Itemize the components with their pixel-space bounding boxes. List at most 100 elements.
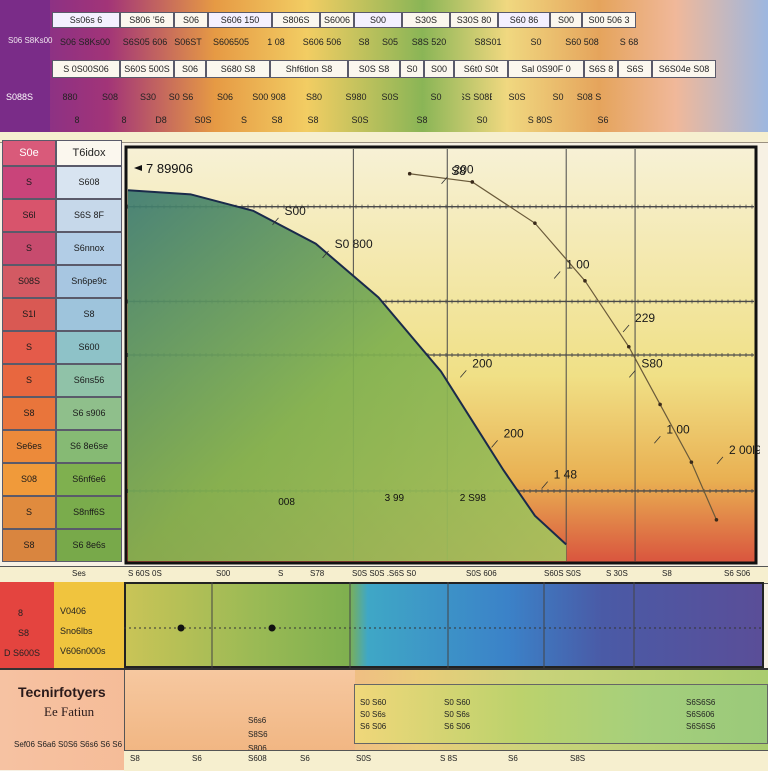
header-r1-cell: Ss06s 6 [52,12,120,28]
header-r4-cell: S08 [101,91,118,102]
left-table-row-value: S600 [56,331,122,364]
footer-bottom-tick: S8 [130,754,140,763]
annotation-leader [272,217,279,226]
header-r4-cell: S06 [216,91,233,102]
annotation-label: 200 [472,356,492,370]
annotation-leader [441,176,448,184]
header-r3-cell: S680 S8 [206,60,270,78]
line-point [583,279,587,283]
header-r5-cell: D8 [155,114,167,125]
header-r2-cell: S8 [358,36,370,47]
footer-subtitle: Ee Fatiun [44,704,95,719]
annotation-leader [541,481,548,489]
header-r2-cell: S60 508 [565,36,599,47]
footer-bottom-tick: S6 [300,754,310,763]
left-table-row-key: S8 [2,397,56,430]
annotation-leader [629,370,636,378]
footer-mid-label: S8S6 [248,730,268,739]
annotation-leader [491,440,498,448]
header-r3-cell: S6S [618,60,652,78]
annotation-leader [553,271,561,279]
footer-right-label: S6 S06 [360,722,387,731]
left-table-row-key: S8 [2,529,56,562]
lower-axis-tick: S6 S06 [724,569,751,578]
header-r4-cell: S0S [508,91,526,102]
header-r4-cell: S980 [345,91,367,102]
lower-axis-tick: S00 [216,569,231,578]
footer-bottom-tick: S 8S [440,754,458,763]
footer-title: Tecnirfotyers [18,684,106,700]
left-table-row-key: S1I [2,298,56,331]
header-r5-cell: S8 [307,114,319,125]
header-r1-cell: S6006 [320,12,354,28]
left-table: S0e T6idox S S608 S6l S6S 8F S S6nnox S08S Sn6p… [0,140,124,564]
left-table-row-value: S6nf6e6 [56,463,122,496]
annotation-label: 2 00l9 [729,443,760,457]
lower-dot-1 [177,624,185,632]
header-r4-cell: S0S [381,91,399,102]
header-r4-cell: SS S08E [462,91,492,102]
annotation-label: 1 00 [666,422,690,436]
header-r4-cell: S08 S [576,91,602,102]
lower-dot-2 [268,624,276,632]
header-r1-cell: S806 ’56 [120,12,174,28]
left-table-row-value: S8 [56,298,122,331]
header-r1-cell: S806S [272,12,320,28]
footer-bottom-tick: S608 [248,754,267,763]
lower-band: S 60S 0S S00 S S78 S0S S0S .S6S S0 S0S 606 S60… [0,566,768,668]
header-r5-cell: S [240,114,247,125]
header-r4-cell: S0 [430,91,442,102]
header-r3-cell: S6S04e S08 [652,60,716,78]
footer-right-cluster: S6S6S6 [686,698,716,707]
line-series [409,173,717,521]
line-point [407,171,412,176]
annotation-label: 200 [454,163,474,177]
header-r3-cell: Sal 0S90F 0 [508,60,584,78]
axis-label-top-left: 7 89906 [146,161,193,176]
header-r2-cell: S8S 520 [411,36,447,47]
lower-dots [124,582,764,668]
header-r2-cell: S06ST [174,36,202,47]
lower-left-value: V0406 [60,606,87,616]
left-table-row-key: S08S [2,265,56,298]
header-r5-cell: S8 [416,114,428,125]
lower-left-value: Sno6lbs [60,626,93,636]
left-table-header-a: S0e [2,140,56,166]
footer-mid-label: S6s6 [248,716,267,725]
lower-axis-tick: S8 [662,569,672,578]
header-r4-cell: S30 [139,91,156,102]
annotation-leader [322,250,329,259]
ruler-top [0,132,768,143]
header-r3-cell: S6t0 S0t [454,60,508,78]
annotation-label: 1 48 [554,468,578,482]
lower-axis-tick: S 30S [606,569,628,578]
header-r5-cell: S0S [194,114,212,125]
lower-axis-tick: S60S S0S [544,569,581,578]
header-r5-cell: S 80S [527,114,553,125]
lower-axis-tick: S0S S0S .S6S S0 [352,569,417,578]
annotation-leader [459,370,467,378]
header-r3-cell: S06 [174,60,206,78]
annotation-label: 1 00 [566,257,590,271]
header-r2-cell: S 68 [619,36,639,47]
footer-right-label: S0 S6s [360,710,386,719]
footer-bottom-tick: S0S [356,754,372,763]
header-r2-cell: S06 S8Ks00 [59,36,111,47]
header-r5-cell: S0 [476,114,488,125]
left-table-row-key: Se6es [2,430,56,463]
left-table-row-value: S608 [56,166,122,199]
left-table-row-value: S6 8e6s [56,529,122,562]
annotation-label: S0 800 [335,237,373,251]
header-r3-cell: S0S S8 [348,60,400,78]
left-table-row-key: S [2,232,56,265]
lower-axis-tick: S0S 606 [466,569,497,578]
footer-right-cluster: S6S606 [686,710,715,719]
header-r4-cell: S80 [305,91,322,102]
lower-axis-tick: S78 [310,569,325,578]
header-r4-cell: 880 [62,91,78,102]
header-r1-cell: S30S [402,12,450,28]
footer-right-label: S0 S60 [360,698,387,707]
footer-right-label-b: S6 S06 [444,722,471,731]
header-r2-cell: S0 [530,36,542,47]
lower-left-key: S8 [18,628,30,638]
